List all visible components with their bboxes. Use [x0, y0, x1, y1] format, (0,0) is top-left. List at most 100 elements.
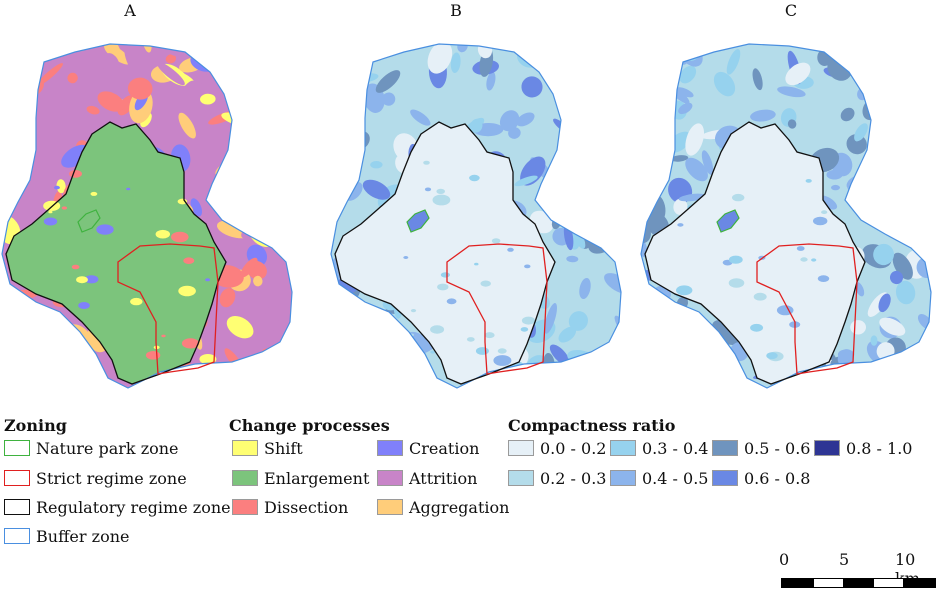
- legend-compact-0.8-1.0: 0.8 - 1.0: [814, 437, 912, 459]
- map-patch: [641, 322, 655, 348]
- map-patch: [33, 127, 55, 149]
- map-patch: [427, 44, 453, 74]
- map-patch: [219, 288, 236, 308]
- map-patch: [652, 138, 666, 160]
- map-patch: [675, 343, 691, 361]
- strict-regime-outline: [117, 243, 219, 375]
- scale-bar: 0 5 10 km: [779, 550, 937, 590]
- map-patch: [35, 332, 56, 355]
- legend-label: Aggregation: [409, 497, 510, 517]
- map-core-patch: [686, 338, 700, 347]
- map-patch: [641, 137, 650, 161]
- legend-swatch: [232, 440, 258, 456]
- legend-swatch: [508, 440, 534, 456]
- legend-zoning-strict-regime: Strict regime zone: [4, 467, 187, 489]
- map-patch: [685, 123, 705, 156]
- map-core-area: [645, 122, 865, 384]
- map-core-patch: [474, 262, 479, 266]
- map-panel-a: [1, 43, 293, 389]
- legend-label: 0.4 - 0.5: [642, 468, 709, 488]
- legend-label: 0.5 - 0.6: [744, 438, 811, 458]
- map-core-patch: [161, 334, 166, 338]
- map-patch: [178, 112, 196, 139]
- map-patch: [840, 107, 855, 122]
- map-patch: [263, 104, 288, 115]
- map-patch: [673, 198, 688, 215]
- legend-swatch: [232, 470, 258, 486]
- map-patch: [260, 124, 279, 150]
- map-patch: [345, 360, 355, 378]
- strict-regime-outline: [756, 243, 858, 375]
- map-patch: [8, 166, 24, 192]
- map-core-patch: [837, 349, 855, 360]
- map-patch: [62, 365, 97, 380]
- map-patch: [558, 326, 577, 343]
- map-core-patch: [78, 302, 90, 309]
- map-patch: [883, 191, 903, 215]
- map-patch: [2, 73, 13, 87]
- map-core-patch: [776, 305, 794, 316]
- map-patch: [596, 225, 607, 238]
- map-core-patch: [750, 323, 764, 332]
- map-patch: [675, 44, 693, 54]
- legend-label: Enlargement: [264, 468, 370, 488]
- map-patch: [521, 76, 543, 98]
- map-core-patch: [432, 194, 451, 206]
- map-patch: [605, 94, 621, 103]
- map-patch: [561, 119, 578, 138]
- map-patch: [340, 99, 351, 113]
- map-patch: [486, 71, 496, 91]
- map-patch: [48, 340, 67, 355]
- map-patch: [165, 54, 177, 64]
- map-core-patch: [732, 193, 745, 202]
- map-patch: [255, 210, 286, 235]
- map-patch: [683, 44, 703, 48]
- map-patch: [259, 71, 275, 81]
- map-patch: [56, 371, 82, 388]
- map-core-patch: [766, 352, 778, 360]
- map-core-patch: [403, 256, 409, 259]
- map-patch: [273, 358, 284, 375]
- map-patch: [518, 369, 537, 388]
- map-patch: [878, 367, 895, 387]
- map-patch: [907, 49, 928, 69]
- map-patch: [676, 87, 694, 98]
- map-patch: [600, 361, 621, 388]
- map-core-patch: [728, 278, 745, 288]
- legend-swatch: [232, 499, 258, 515]
- map-patch: [362, 179, 391, 200]
- map-core-patch: [370, 161, 383, 169]
- legend-zoning-buffer: Buffer zone: [4, 525, 129, 547]
- map-core-patch: [480, 280, 491, 287]
- map-patch: [679, 336, 702, 351]
- legend-compact-0.6-0.8: 0.6 - 0.8: [712, 467, 810, 489]
- map-patch: [212, 367, 233, 380]
- scale-segment: [843, 578, 874, 588]
- map-core-patch: [436, 188, 445, 194]
- map-patch: [641, 57, 654, 76]
- map-patch: [883, 121, 898, 134]
- map-patch: [879, 317, 906, 336]
- map-patch: [226, 157, 238, 180]
- legend-swatch: [610, 440, 636, 456]
- map-patch: [873, 166, 897, 189]
- map-patch: [583, 118, 600, 144]
- map-patch: [58, 332, 72, 368]
- map-patch: [2, 352, 23, 372]
- map-patch: [604, 273, 621, 294]
- map-core-patch: [145, 351, 161, 360]
- map-patch: [287, 219, 292, 239]
- map-core-patch: [126, 187, 131, 191]
- map-patch: [16, 97, 36, 105]
- map-patch: [198, 44, 231, 65]
- map-patch: [2, 92, 29, 102]
- map-patch: [557, 67, 579, 90]
- buffer-zone-outline: [1, 43, 293, 389]
- map-patch: [514, 175, 538, 187]
- map-patch: [230, 67, 246, 82]
- map-patch: [688, 331, 703, 354]
- map-patch: [382, 366, 407, 386]
- map-patch: [108, 75, 128, 95]
- map-patch: [117, 95, 135, 116]
- map-patch: [142, 44, 152, 53]
